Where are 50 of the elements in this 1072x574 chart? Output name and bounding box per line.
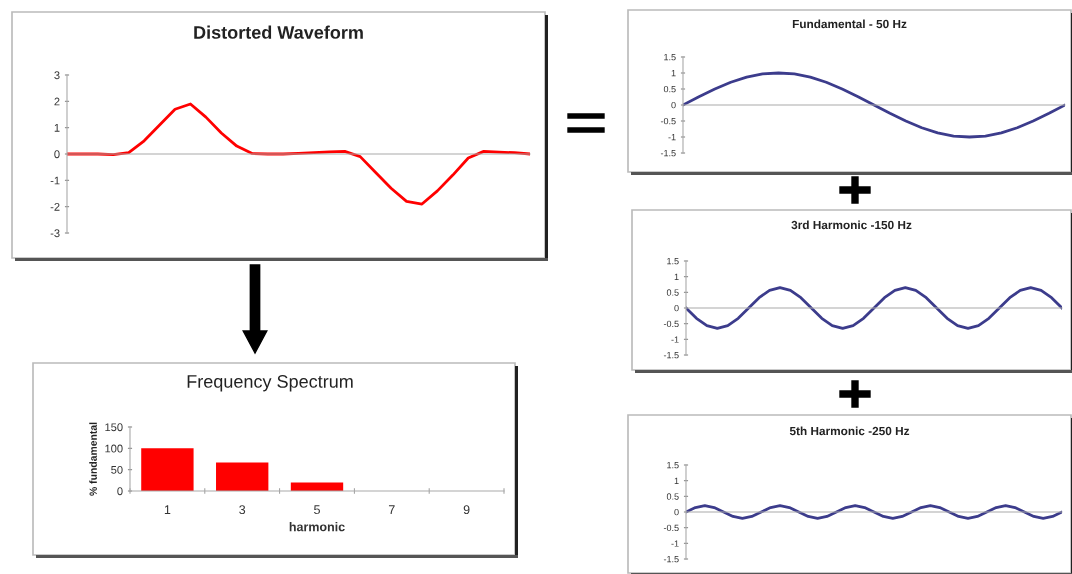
y-tick-label: 1.5 <box>667 462 679 469</box>
y-axis-title: % fundamental <box>89 422 97 496</box>
y-tick-label: 0 <box>671 101 676 109</box>
y-tick-label: -1 <box>671 336 679 343</box>
y-tick-label: 0 <box>117 487 123 496</box>
y-tick-label: 1 <box>674 273 679 280</box>
bar <box>216 462 269 491</box>
y-tick-label: 1.5 <box>664 54 676 61</box>
chart-title: Fundamental - 50 Hz <box>792 19 907 29</box>
line-series <box>683 71 1065 139</box>
y-tick-label: 100 <box>105 444 123 453</box>
y-tick-label: -3 <box>50 229 60 238</box>
y-tick-label: -0.5 <box>663 524 679 532</box>
y-tick-label: -1 <box>50 176 60 185</box>
y-tick-label: -1 <box>671 540 679 547</box>
bar <box>141 448 194 491</box>
y-tick-label: 0 <box>54 150 60 159</box>
y-tick-label: 2 <box>54 97 60 106</box>
y-tick-label: 1 <box>674 477 679 484</box>
bar <box>290 482 344 491</box>
y-tick-label: -1 <box>668 134 676 141</box>
y-tick-label: 0.5 <box>663 85 676 93</box>
y-tick-label: 1 <box>54 124 60 132</box>
y-tick-label: -0.5 <box>660 117 676 125</box>
y-tick-label: -2 <box>50 202 60 211</box>
y-tick-label: -0.5 <box>663 320 679 328</box>
line-series <box>686 286 1062 330</box>
y-tick-label: -1.5 <box>660 150 676 157</box>
x-tick-label: 7 <box>388 505 395 514</box>
y-tick-label: 0.5 <box>666 289 679 296</box>
y-tick-label: 1 <box>671 70 676 77</box>
x-tick-label: 3 <box>239 505 246 515</box>
chart-title: Frequency Spectrum <box>187 375 353 392</box>
y-tick-label: -1.5 <box>663 352 679 359</box>
chart-title: Distorted Waveform <box>194 25 363 39</box>
x-tick-label: 5 <box>314 505 320 515</box>
y-tick-label: -1.5 <box>663 556 679 563</box>
y-tick-label: 1.5 <box>667 258 679 265</box>
y-tick-label: 0 <box>674 508 679 516</box>
x-tick-label: 1 <box>164 505 171 514</box>
y-tick-label: 0 <box>674 304 679 312</box>
chart-title: 3rd Harmonic -150 Hz <box>791 220 912 230</box>
line-series <box>686 504 1062 520</box>
y-tick-label: 0.5 <box>666 493 679 500</box>
x-tick-label: 9 <box>463 505 470 515</box>
y-tick-label: 50 <box>111 465 123 474</box>
y-tick-label: 150 <box>105 423 123 432</box>
x-axis-title: harmonic <box>289 522 345 532</box>
chart-title: 5th Harmonic -250 Hz <box>789 426 910 436</box>
y-tick-label: 3 <box>54 71 60 80</box>
